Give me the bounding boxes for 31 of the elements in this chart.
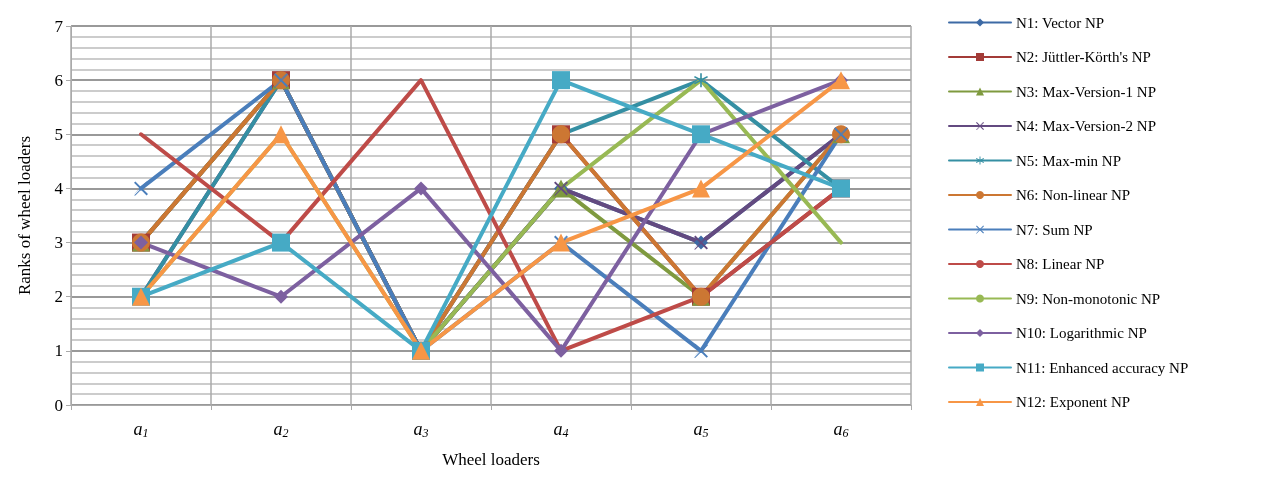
x-axis-title: Wheel loaders xyxy=(442,450,540,469)
point xyxy=(414,181,428,196)
y-tick-label: 6 xyxy=(54,70,63,90)
y-tick-label: 2 xyxy=(54,287,63,307)
point xyxy=(274,289,288,304)
legend-label: N6: Non-linear NP xyxy=(1016,187,1131,203)
legend-label: N3: Max-Version-1 NP xyxy=(1016,83,1156,100)
legend-label: N12: Exponent NP xyxy=(1016,394,1131,410)
legend-label: N11: Enhanced accuracy NP xyxy=(1016,359,1189,376)
legend-label: N4: Max-Version-2 NP xyxy=(1016,118,1156,134)
legend-label: N9: Non-monotonic NP xyxy=(1016,290,1161,307)
y-tick-label: 5 xyxy=(54,124,63,144)
point xyxy=(694,343,708,358)
point xyxy=(272,233,290,252)
legend-label: N5: Max-min NP xyxy=(1016,152,1121,169)
point xyxy=(552,71,570,90)
point xyxy=(554,343,568,358)
legend-label: N1: Vector NP xyxy=(1016,14,1105,31)
legend-label: N2: Jüttler-Körth's NP xyxy=(1016,49,1151,65)
y-tick-label: 3 xyxy=(54,233,63,253)
y-tick-label: 4 xyxy=(54,178,64,198)
y-tick-label: 0 xyxy=(54,395,63,415)
legend-label: N10: Logarithmic NP xyxy=(1016,325,1147,341)
y-tick-label: 1 xyxy=(54,341,63,361)
point xyxy=(694,73,708,88)
y-tick-label: 7 xyxy=(54,16,64,36)
y-axis-title: Ranks of wheel loaders xyxy=(15,135,34,296)
legend-label: N7: Sum NP xyxy=(1016,221,1093,238)
point xyxy=(692,179,710,198)
point xyxy=(272,125,290,144)
legend-label: N8: Linear NP xyxy=(1016,256,1105,272)
